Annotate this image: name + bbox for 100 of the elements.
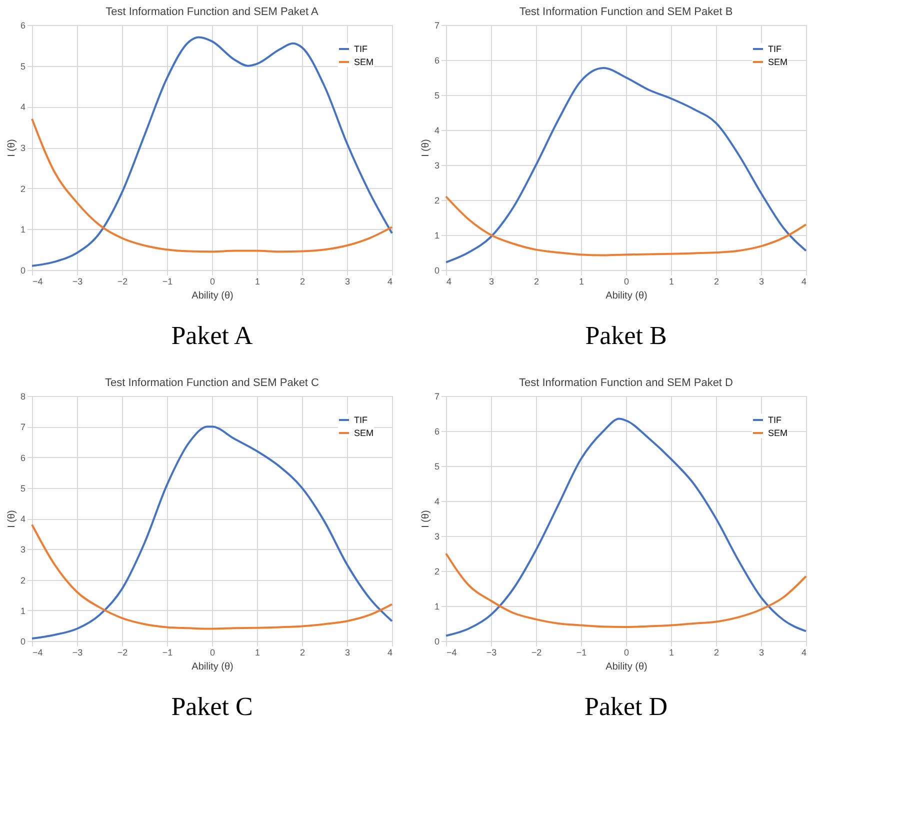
x-tick-label: 1 [578,276,584,286]
x-tick-label: 1 [668,276,674,286]
legend-label: SEM [354,428,374,438]
x-tick-label: 2 [300,648,306,658]
line-series [445,552,807,628]
x-tick-label: 2 [714,276,720,286]
x-tick-label: −1 [162,648,173,658]
x-tick-label: −2 [117,648,128,658]
text: Paket B [585,321,667,350]
y-tick-label: 3 [20,544,26,555]
legend-label: TIF [354,44,368,54]
x-tick-label: −4 [32,648,43,658]
x-tick-label: 1 [254,276,260,286]
y-tick-label: 6 [434,56,440,66]
text: Paket D [584,692,668,721]
chart-title: Test Information Function and SEM Paket C [105,377,320,389]
y-tick-label: 7 [20,422,26,432]
line-series [445,196,807,256]
y-tick-label: 4 [434,126,440,136]
y-tick-label: 2 [434,196,440,206]
x-tick-label: 3 [758,276,764,286]
y-axis-title: I (θ) [420,510,432,528]
line-series [31,36,393,267]
line-series [31,524,393,630]
y-tick-label: 6 [20,20,26,30]
y-tick-label: 5 [434,462,440,472]
x-tick-label: −3 [72,276,83,286]
legend-label: TIF [768,44,782,54]
y-tick-label: 3 [434,160,440,170]
x-tick-label: −4 [32,276,43,286]
chart-title: Test Information Function and SEM Paket A [106,6,320,18]
line-series [31,426,393,640]
legend-label: SEM [354,57,374,67]
legend-label: SEM [768,57,788,67]
x-tick-label: 4 [801,276,806,286]
x-tick-label: 1 [668,648,674,658]
x-tick-label: 3 [758,648,764,658]
text: Paket A [171,321,254,350]
x-tick-label: 2 [714,648,720,658]
y-axis-title: I (θ) [420,139,432,157]
y-tick-label: 7 [434,392,440,402]
y-tick-label: 5 [20,483,26,494]
y-tick-label: 7 [434,20,440,30]
x-tick-label: −1 [576,648,587,658]
y-tick-label: 0 [434,266,440,276]
x-axis-title: Ability (θ) [606,662,648,672]
y-tick-label: 3 [434,532,440,542]
y-axis-title: I (θ) [6,510,18,528]
legend-label: TIF [354,415,368,425]
y-tick-label: 6 [434,426,440,436]
y-tick-label: 0 [20,266,26,276]
x-tick-label: 3 [344,648,350,658]
x-tick-label: 0 [210,648,216,658]
y-tick-label: 0 [20,636,26,646]
x-tick-label: 2 [534,276,540,286]
y-tick-label: 3 [20,143,26,153]
line-series [445,418,807,637]
x-tick-label: 3 [488,276,494,286]
y-tick-label: 0 [434,636,440,646]
chart-title: Test Information Function and SEM Paket D [519,377,734,389]
y-axis-title: I (θ) [6,139,18,157]
x-tick-label: 4 [387,648,392,658]
x-tick-label: −3 [72,648,83,658]
y-tick-label: 1 [20,606,26,616]
y-tick-label: 5 [434,90,440,100]
x-tick-label: −2 [117,276,128,286]
legend-label: TIF [768,415,782,425]
x-tick-label: −3 [486,648,497,658]
x-tick-label: 2 [300,276,306,286]
x-tick-label: −1 [162,276,173,286]
y-tick-label: 2 [434,566,440,576]
y-tick-label: 2 [20,184,26,194]
y-tick-label: 6 [20,452,26,463]
x-tick-label: 3 [344,276,350,286]
x-axis-title: Ability (θ) [192,662,234,672]
y-tick-label: 2 [20,575,26,586]
legend-label: SEM [768,428,788,438]
line-series [31,118,393,253]
x-tick-label: 4 [387,276,392,286]
y-tick-label: 4 [434,496,440,506]
y-tick-label: 1 [20,224,26,235]
x-tick-label: −4 [446,648,457,658]
x-axis-title: Ability (θ) [192,290,234,302]
y-tick-label: 1 [434,230,440,240]
x-tick-label: −2 [531,648,542,658]
chart-title: Test Information Function and SEM Paket B [519,6,733,18]
y-tick-label: 1 [434,602,440,612]
text: Paket C [171,692,253,721]
y-tick-label: 4 [20,514,26,524]
line-series [445,67,807,264]
x-tick-label: 0 [624,276,630,286]
y-tick-label: 5 [20,61,26,72]
x-tick-label: 4 [446,276,452,286]
x-tick-label: 1 [254,648,260,658]
y-tick-label: 4 [20,102,26,112]
x-tick-label: 4 [801,648,806,658]
x-tick-label: 0 [624,648,630,658]
x-axis-title: Ability (θ) [606,290,648,302]
y-tick-label: 8 [20,392,26,402]
x-tick-label: 0 [210,276,216,286]
